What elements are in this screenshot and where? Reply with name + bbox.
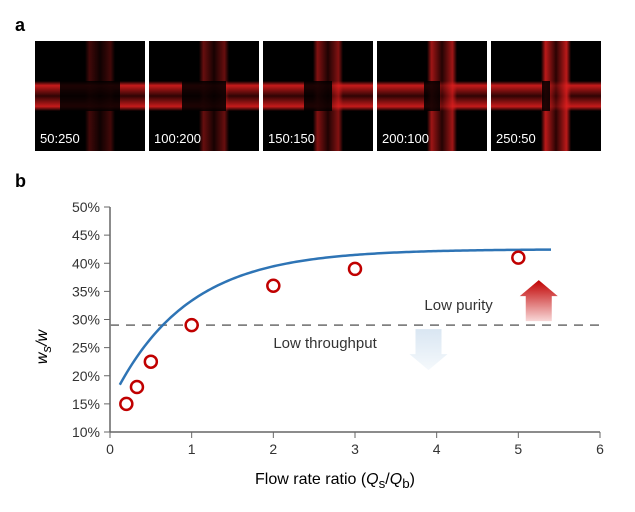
- micrograph-ratio-label: 200:100: [382, 131, 429, 146]
- micrograph: 250:50: [491, 41, 601, 151]
- svg-text:20%: 20%: [72, 368, 100, 384]
- svg-text:3: 3: [351, 441, 359, 457]
- x-axis-label: Flow rate ratio (Qs/Qb): [55, 471, 615, 491]
- micrograph: 50:250: [35, 41, 145, 151]
- micrograph: 200:100: [377, 41, 487, 151]
- scatter-line-chart: 0 1 2 3 4 5 6 10% 15% 20% 25% 30% 35% 40% 45% 50%: [55, 197, 615, 467]
- svg-text:5: 5: [514, 441, 522, 457]
- annotation-low-purity: Low purity: [424, 297, 492, 314]
- svg-text:10%: 10%: [72, 424, 100, 440]
- micrograph-ratio-label: 50:250: [40, 131, 80, 146]
- svg-text:30%: 30%: [72, 312, 100, 328]
- svg-text:4: 4: [433, 441, 441, 457]
- micrograph: 100:200: [149, 41, 259, 151]
- svg-text:45%: 45%: [72, 227, 100, 243]
- micrograph-ratio-label: 100:200: [154, 131, 201, 146]
- panel-a-label: a: [15, 15, 620, 36]
- micrograph-ratio-label: 250:50: [496, 131, 536, 146]
- svg-text:25%: 25%: [72, 340, 100, 356]
- svg-text:15%: 15%: [72, 396, 100, 412]
- chart-container: ws/w 012345610%15%20%25%30%35%40%45%50% …: [55, 197, 615, 497]
- micrograph-ratio-label: 150:150: [268, 131, 315, 146]
- panel-a-image-row: 50:250 100:200 150:150 200:100 250:50: [35, 41, 620, 151]
- y-axis-label: ws/w: [34, 330, 54, 364]
- svg-text:6: 6: [596, 441, 604, 457]
- panel-b-label: b: [15, 171, 620, 192]
- micrograph: 150:150: [263, 41, 373, 151]
- svg-text:35%: 35%: [72, 283, 100, 299]
- svg-text:50%: 50%: [72, 199, 100, 215]
- svg-text:0: 0: [106, 441, 114, 457]
- annotation-low-throughput: Low throughput: [273, 335, 376, 352]
- svg-text:2: 2: [269, 441, 277, 457]
- svg-text:40%: 40%: [72, 255, 100, 271]
- svg-text:1: 1: [188, 441, 196, 457]
